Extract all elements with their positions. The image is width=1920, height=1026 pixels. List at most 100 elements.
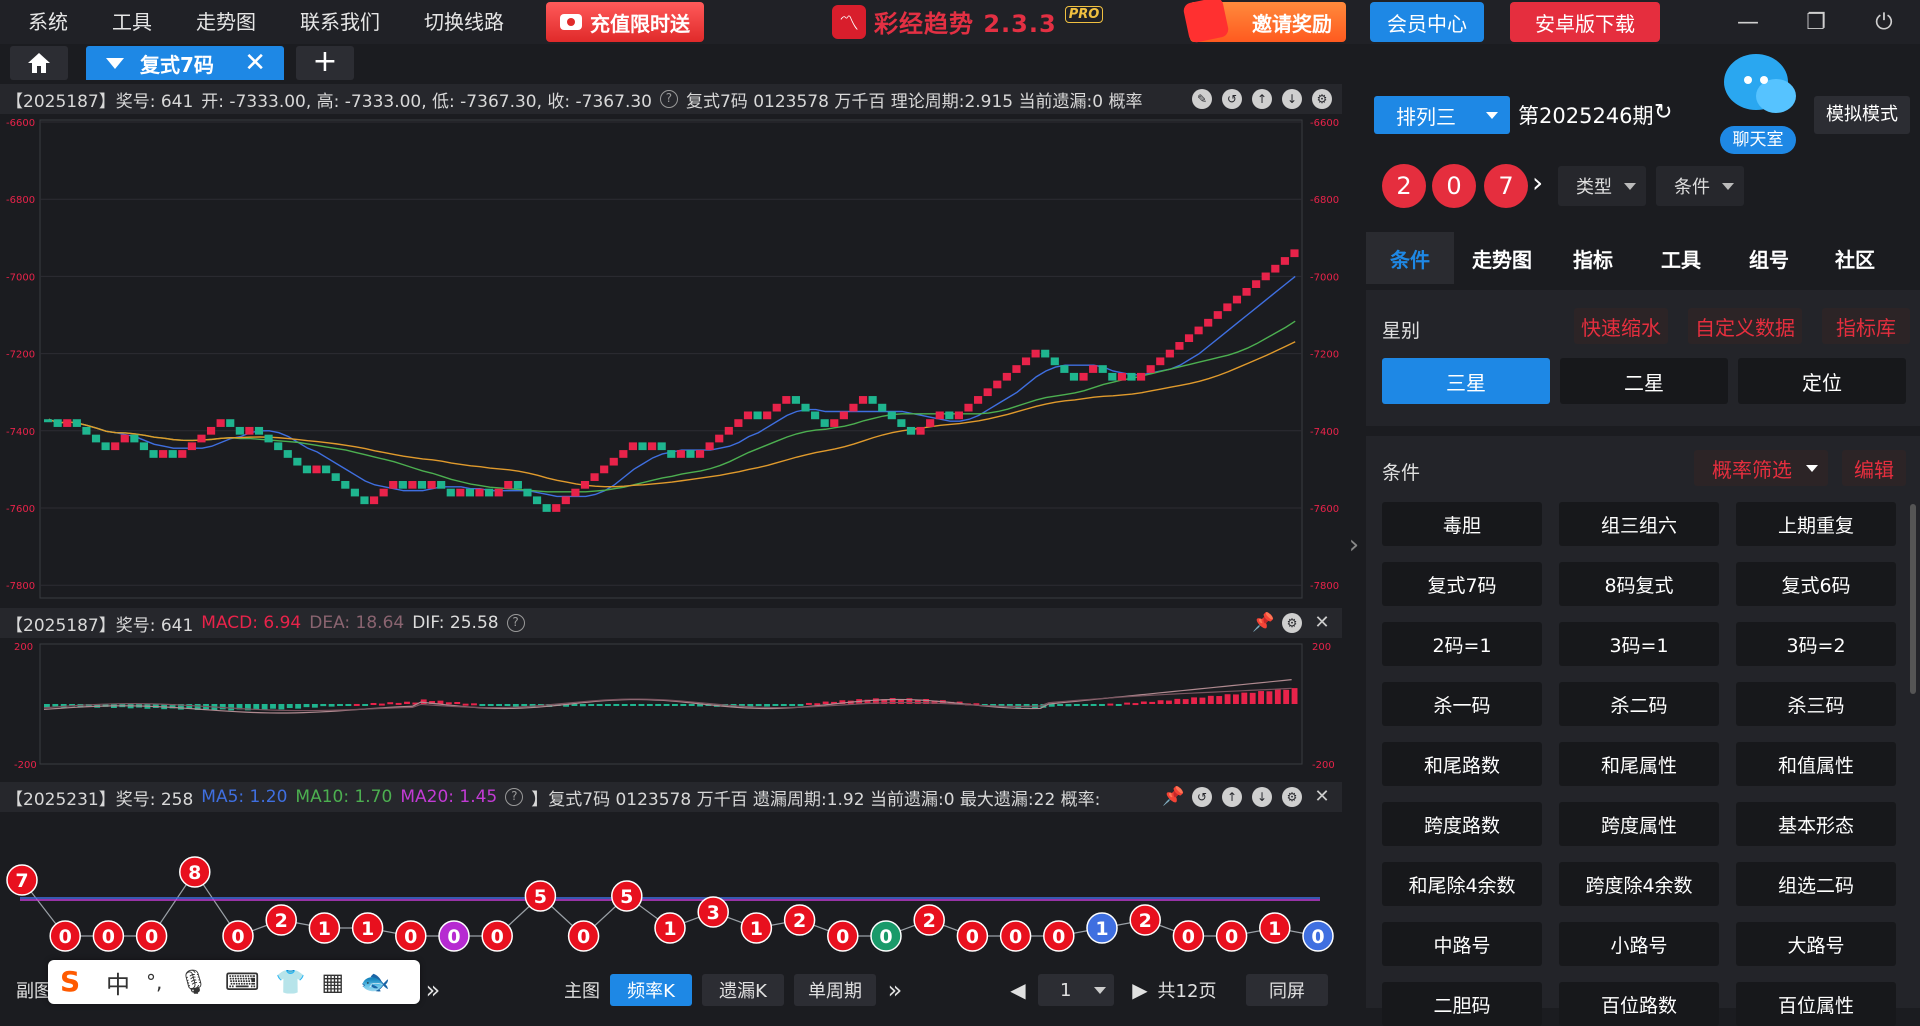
ime-mode[interactable]: 中	[106, 970, 130, 999]
android-download-button[interactable]: 安卓版下载	[1510, 2, 1660, 42]
freq-k-button[interactable]: 频率K	[610, 974, 692, 1006]
chat-room-label[interactable]: 聊天室	[1720, 126, 1796, 154]
condition-button[interactable]: 中路号	[1382, 922, 1542, 966]
rotate-icon[interactable]: ↺	[1222, 89, 1242, 109]
next-page-icon[interactable]: ▶	[1132, 978, 1148, 1002]
power-icon[interactable]: ⏻	[1875, 9, 1893, 35]
condition-button[interactable]: 杀三码	[1736, 682, 1896, 726]
chevron-right-icon[interactable]: ›	[1532, 166, 1544, 199]
close-icon[interactable]: ✕	[1314, 612, 1330, 633]
minimize-icon[interactable]: —	[1737, 9, 1759, 35]
edit-button[interactable]: 编辑	[1842, 450, 1906, 486]
sogou-logo-icon[interactable]: S	[60, 965, 81, 998]
down-icon[interactable]: ↓	[1282, 89, 1302, 109]
condition-button[interactable]: 百位属性	[1736, 982, 1896, 1026]
condition-button[interactable]: 2码=1	[1382, 622, 1542, 666]
rotate-icon[interactable]: ↺	[1192, 787, 1212, 807]
restore-icon[interactable]: ❐	[1806, 9, 1826, 35]
more-icon[interactable]: »	[425, 976, 441, 1004]
probability-filter-select[interactable]: 概率筛选	[1694, 450, 1828, 486]
menu-contact[interactable]: 联系我们	[300, 10, 380, 34]
condition-button[interactable]: 跨度属性	[1559, 802, 1719, 846]
indicator-lib-link[interactable]: 指标库	[1822, 308, 1910, 344]
refresh-icon[interactable]: ↻	[1654, 100, 1673, 125]
tab-conditions[interactable]: 条件	[1366, 232, 1454, 284]
recharge-promo-button[interactable]: 充值限时送	[546, 2, 704, 42]
condition-button[interactable]: 和尾除4余数	[1382, 862, 1542, 906]
page-select[interactable]: 1	[1038, 974, 1114, 1006]
star-position[interactable]: 定位	[1738, 358, 1906, 404]
tab-group[interactable]: 组号	[1749, 247, 1789, 272]
condition-button[interactable]: 3码=1	[1559, 622, 1719, 666]
prev-page-icon[interactable]: ◀	[1010, 978, 1026, 1002]
same-screen-button[interactable]: 同屏	[1246, 974, 1328, 1006]
tab-indicators[interactable]: 指标	[1573, 247, 1613, 272]
condition-button[interactable]: 复式7码	[1382, 562, 1542, 606]
type-dropdown[interactable]: 类型	[1558, 166, 1646, 206]
condition-button[interactable]: 组选二码	[1736, 862, 1896, 906]
condition-button[interactable]: 大路号	[1736, 922, 1896, 966]
condition-button[interactable]: 和尾属性	[1559, 742, 1719, 786]
miss-chart[interactable]: 7 0 0 0 8 0 2 1 1 0 0 0 5 0 5 1 3 1 2 0 0 2 0 0 0 1 2 0 0 1 0	[0, 812, 1342, 970]
condition-button[interactable]: 跨度除4余数	[1559, 862, 1719, 906]
condition-button[interactable]: 毒胆	[1382, 502, 1542, 546]
condition-button[interactable]: 百位路数	[1559, 982, 1719, 1026]
condition-button[interactable]: 上期重复	[1736, 502, 1896, 546]
tab-tools[interactable]: 工具	[1661, 247, 1701, 272]
sub-chart-label[interactable]: 副图	[16, 981, 52, 1002]
macd-chart[interactable]: 200 200 -200 -200	[0, 638, 1342, 782]
single-period-button[interactable]: 单周期	[794, 974, 876, 1006]
settings-icon[interactable]: ⚙	[1282, 787, 1302, 807]
miss-k-button[interactable]: 遗漏K	[702, 974, 784, 1006]
more-icon[interactable]: »	[887, 976, 903, 1004]
tab-community[interactable]: 社区	[1835, 247, 1875, 272]
condition-button[interactable]: 跨度路数	[1382, 802, 1542, 846]
condition-button[interactable]: 小路号	[1559, 922, 1719, 966]
down-icon[interactable]: ↓	[1252, 787, 1272, 807]
custom-data-link[interactable]: 自定义数据	[1688, 308, 1802, 344]
menu-tools[interactable]: 工具	[112, 10, 152, 34]
up-icon[interactable]: ↑	[1252, 89, 1272, 109]
close-icon[interactable]: ✕	[1314, 786, 1330, 807]
add-tab-button[interactable]: +	[296, 46, 354, 80]
apps-grid-icon[interactable]: ▦	[321, 968, 345, 996]
condition-button[interactable]: 和尾路数	[1382, 742, 1542, 786]
kline-chart[interactable]: -6600 -6800 -7000 -7200 -7400 -7600 -7800 -660…	[0, 114, 1342, 608]
edit-icon[interactable]: ✎	[1192, 89, 1212, 109]
condition-button[interactable]: 复式6码	[1736, 562, 1896, 606]
tab-fushi7[interactable]: 复式7码 ✕	[86, 46, 284, 80]
tab-close-icon[interactable]: ✕	[244, 48, 266, 78]
pin-icon[interactable]: 📌	[1162, 786, 1185, 807]
condition-button[interactable]: 杀二码	[1559, 682, 1719, 726]
settings-icon[interactable]: ⚙	[1282, 613, 1302, 633]
condition-button[interactable]: 8码复式	[1559, 562, 1719, 606]
home-button[interactable]	[10, 46, 68, 80]
menu-switch-line[interactable]: 切换线路	[424, 10, 504, 34]
pin-icon[interactable]: 📌	[1252, 612, 1275, 633]
help-icon[interactable]: ?	[505, 788, 524, 806]
quick-shrink-link[interactable]: 快速缩水	[1574, 308, 1668, 344]
chat-room-icon[interactable]	[1722, 52, 1798, 120]
mascot-icon[interactable]: 🐟	[360, 968, 390, 996]
menu-trend[interactable]: 走势图	[196, 10, 256, 34]
tab-trend[interactable]: 走势图	[1472, 247, 1532, 272]
keyboard-icon[interactable]: ⌨	[224, 968, 260, 996]
ime-punct[interactable]: °,	[146, 970, 163, 994]
microphone-icon[interactable]: 🎙	[178, 968, 209, 996]
simulate-mode-button[interactable]: 模拟模式	[1814, 96, 1910, 134]
star-three[interactable]: 三星	[1382, 358, 1550, 404]
star-two[interactable]: 二星	[1560, 358, 1728, 404]
menu-system[interactable]: 系统	[28, 10, 68, 34]
settings-icon[interactable]: ⚙	[1312, 89, 1332, 109]
member-center-button[interactable]: 会员中心	[1370, 2, 1484, 42]
condition-button[interactable]: 组三组六	[1559, 502, 1719, 546]
skin-icon[interactable]: 👕	[275, 968, 306, 996]
condition-dropdown[interactable]: 条件	[1656, 166, 1744, 206]
lottery-select[interactable]: 排列三	[1374, 96, 1510, 134]
condition-button[interactable]: 二胆码	[1382, 982, 1542, 1026]
invite-reward-button[interactable]: 邀请奖励	[1182, 0, 1346, 44]
condition-button[interactable]: 杀一码	[1382, 682, 1542, 726]
help-icon[interactable]: ?	[659, 90, 678, 108]
condition-button[interactable]: 基本形态	[1736, 802, 1896, 846]
condition-button[interactable]: 和值属性	[1736, 742, 1896, 786]
